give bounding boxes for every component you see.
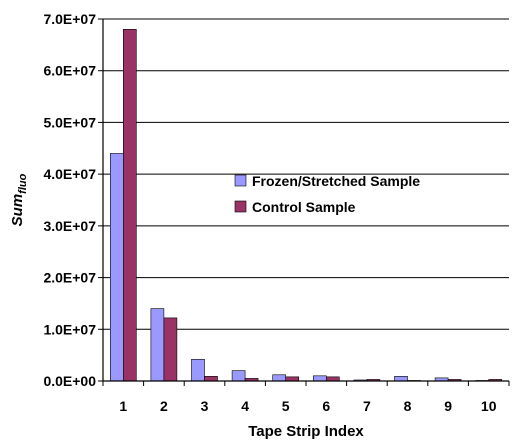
x-tick-label: 7 bbox=[363, 398, 371, 414]
x-tick-label: 3 bbox=[201, 398, 209, 414]
y-tick-label: 0.0E+00 bbox=[43, 373, 96, 389]
bar-control bbox=[325, 376, 340, 382]
x-tick-label: 8 bbox=[404, 398, 412, 414]
bar-frozen-stretched bbox=[150, 308, 165, 382]
y-tick-labels: 0.0E+00 1.0E+07 2.0E+07 3.0E+07 4.0E+07 5.0E+… bbox=[43, 11, 103, 389]
y-tick-label: 3.0E+07 bbox=[43, 218, 96, 234]
bar-control bbox=[163, 317, 178, 382]
bar-control bbox=[285, 376, 300, 382]
bars bbox=[110, 29, 503, 382]
legend-label: Frozen/Stretched Sample bbox=[252, 173, 420, 189]
legend-swatch bbox=[234, 174, 247, 187]
y-tick-label: 7.0E+07 bbox=[43, 11, 96, 27]
bar-frozen-stretched bbox=[231, 370, 246, 382]
legend-label: Control Sample bbox=[252, 199, 356, 215]
legend: Frozen/Stretched Sample Control Sample bbox=[234, 173, 420, 215]
y-tick-label: 6.0E+07 bbox=[43, 63, 96, 79]
y-tick-label: 5.0E+07 bbox=[43, 114, 96, 130]
bar-frozen-stretched bbox=[312, 375, 327, 382]
y-axis-title-main: Sum bbox=[9, 194, 26, 227]
y-axis-title-subscript: fluo bbox=[17, 173, 29, 193]
x-tick-label: 10 bbox=[481, 398, 497, 414]
y-tick-label: 4.0E+07 bbox=[43, 166, 96, 182]
x-tick-label: 2 bbox=[160, 398, 168, 414]
bar-frozen-stretched bbox=[110, 153, 124, 382]
x-axis-title: Tape Strip Index bbox=[248, 423, 364, 440]
y-tick-label: 1.0E+07 bbox=[43, 321, 96, 337]
x-tick-label: 5 bbox=[282, 398, 290, 414]
x-tick-labels: 1 2 3 4 5 6 7 8 9 10 bbox=[102, 381, 510, 414]
legend-swatch bbox=[234, 200, 247, 213]
x-tick-label: 9 bbox=[444, 398, 452, 414]
bar-frozen-stretched bbox=[394, 376, 408, 382]
x-tick-label: 4 bbox=[241, 398, 249, 414]
y-tick-label: 2.0E+07 bbox=[43, 270, 96, 286]
bar-frozen-stretched bbox=[272, 374, 287, 382]
gridlines bbox=[103, 18, 509, 330]
y-axis-title: Sumfluo bbox=[9, 173, 29, 226]
bar-control bbox=[204, 376, 218, 382]
x-tick-label: 1 bbox=[119, 398, 127, 414]
bar-frozen-stretched bbox=[191, 358, 205, 382]
bar-control bbox=[123, 29, 137, 382]
x-tick-label: 6 bbox=[322, 398, 330, 414]
